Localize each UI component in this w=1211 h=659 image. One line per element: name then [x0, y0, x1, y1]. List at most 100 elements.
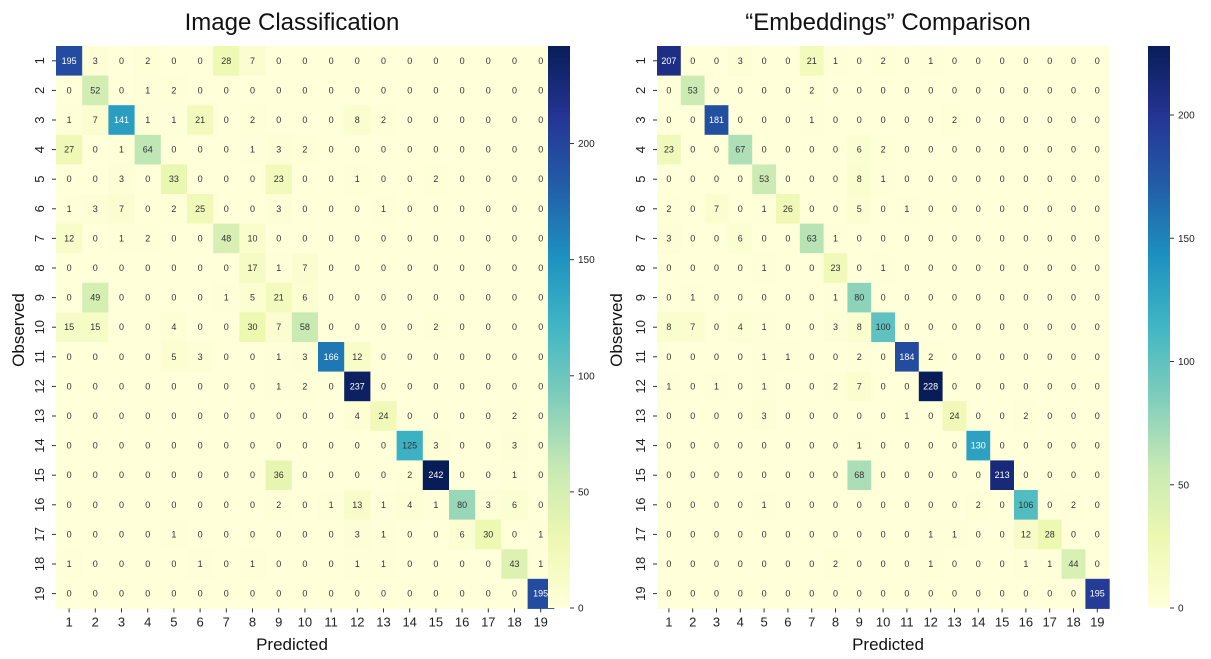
- cell-value-label: 0: [904, 470, 909, 480]
- cell-value-label: 0: [538, 441, 543, 451]
- cell-value-label: 0: [881, 115, 886, 125]
- heatmap-cell: [475, 342, 502, 373]
- heatmap-cell: [728, 371, 753, 402]
- cell-value-label: 0: [538, 352, 543, 362]
- cell-value-label: 0: [276, 85, 281, 95]
- cell-value-label: 0: [198, 85, 203, 95]
- heatmap-cell: [449, 430, 476, 461]
- cell-value-label: 0: [738, 115, 743, 125]
- cell-value-label: 0: [1095, 263, 1100, 273]
- heatmap-cell: [134, 460, 162, 491]
- cell-value-label: 0: [67, 470, 72, 480]
- cell-value-label: 0: [714, 56, 719, 66]
- heatmap-cell: [776, 519, 801, 550]
- cell-value-label: 4: [355, 411, 360, 421]
- heatmap-cell: [422, 164, 450, 195]
- heatmap-cell: [501, 549, 529, 580]
- cell-value-label: 0: [785, 470, 790, 480]
- cell-value-label: 26: [783, 204, 793, 214]
- heatmap-cell: [1061, 134, 1086, 165]
- cell-value-label: 0: [714, 589, 719, 599]
- heatmap-cell: [318, 578, 345, 609]
- heatmap-cell: [871, 223, 896, 254]
- heatmap-cell: [990, 401, 1015, 432]
- heatmap-cell: [1014, 342, 1039, 373]
- cell-value-label: 207: [661, 56, 676, 66]
- heatmap-cell: [966, 519, 991, 550]
- heatmap-cell: [370, 134, 398, 165]
- heatmap-cell: [895, 282, 920, 313]
- heatmap-cell: [942, 430, 967, 461]
- heatmap-cell: [728, 253, 753, 284]
- heatmap-cell: [396, 223, 424, 254]
- cell-value-label: 0: [512, 529, 517, 539]
- cell-value-label: 0: [762, 470, 767, 480]
- heatmap-cell: [942, 75, 967, 106]
- cell-value-label: 0: [407, 115, 412, 125]
- heatmap-cell: [160, 549, 188, 580]
- heatmap-cell: [1085, 519, 1110, 550]
- cell-value-label: 0: [952, 204, 957, 214]
- cell-value-label: 0: [67, 500, 72, 510]
- heatmap-cell: [56, 549, 83, 580]
- heatmap-cell: [82, 401, 109, 432]
- heatmap-cell: [1037, 105, 1063, 136]
- heatmap-cell: [265, 460, 293, 491]
- cell-value-label: 0: [1095, 293, 1100, 303]
- heatmap-cell: [370, 105, 398, 136]
- heatmap-cell: [680, 75, 706, 106]
- cell-value-label: 0: [1000, 263, 1005, 273]
- heatmap-cell: [918, 342, 944, 373]
- heatmap-cell: [1085, 430, 1110, 461]
- heatmap-cell: [776, 342, 801, 373]
- cell-value-label: 0: [976, 293, 981, 303]
- cell-value-label: 1: [904, 204, 909, 214]
- cell-value-label: 0: [329, 85, 334, 95]
- cell-value-label: 0: [93, 174, 98, 184]
- cell-value-label: 7: [250, 56, 255, 66]
- cell-value-label: 2: [171, 85, 176, 95]
- cell-value-label: 0: [381, 145, 386, 155]
- cell-value-label: 0: [329, 589, 334, 599]
- heatmap-cell: [990, 134, 1015, 165]
- cell-value-label: 21: [195, 115, 205, 125]
- cell-value-label: 0: [714, 85, 719, 95]
- cell-value-label: 0: [512, 293, 517, 303]
- cell-value-label: 0: [762, 529, 767, 539]
- cell-value-label: 0: [1071, 115, 1076, 125]
- cell-value-label: 0: [881, 559, 886, 569]
- cell-value-label: 0: [198, 500, 203, 510]
- heatmap-cell: [1061, 549, 1086, 580]
- cell-value-label: 0: [762, 115, 767, 125]
- heatmap-cell: [704, 312, 729, 343]
- heatmap-cell: [318, 164, 345, 195]
- cell-value-label: 0: [67, 589, 72, 599]
- cell-value-label: 0: [512, 115, 517, 125]
- heatmap-cell: [990, 430, 1015, 461]
- heatmap-cell: [657, 105, 682, 136]
- cell-value-label: 0: [785, 233, 790, 243]
- cell-value-label: 0: [302, 470, 307, 480]
- heatmap-cell: [1014, 401, 1039, 432]
- cell-value-label: 0: [690, 145, 695, 155]
- cell-value-label: 0: [785, 322, 790, 332]
- cell-value-label: 195: [62, 56, 77, 66]
- heatmap-cell: [1037, 371, 1063, 402]
- cell-value-label: 0: [486, 559, 491, 569]
- cell-value-label: 0: [1095, 352, 1100, 362]
- heatmap-cell: [82, 490, 109, 521]
- cell-value-label: 242: [428, 470, 443, 480]
- cell-value-label: 1: [904, 411, 909, 421]
- heatmap-cell: [370, 75, 398, 106]
- heatmap-cell: [160, 134, 188, 165]
- cell-value-label: 0: [976, 470, 981, 480]
- cell-value-label: 0: [512, 233, 517, 243]
- heatmap-cell: [1085, 578, 1110, 609]
- cell-value-label: 0: [976, 233, 981, 243]
- heatmap-cell: [318, 194, 345, 225]
- heatmap-cell: [318, 223, 345, 254]
- cell-value-label: 0: [329, 233, 334, 243]
- heatmap-cell: [823, 282, 848, 313]
- heatmap-cell: [1037, 549, 1063, 580]
- cell-value-label: 80: [457, 500, 467, 510]
